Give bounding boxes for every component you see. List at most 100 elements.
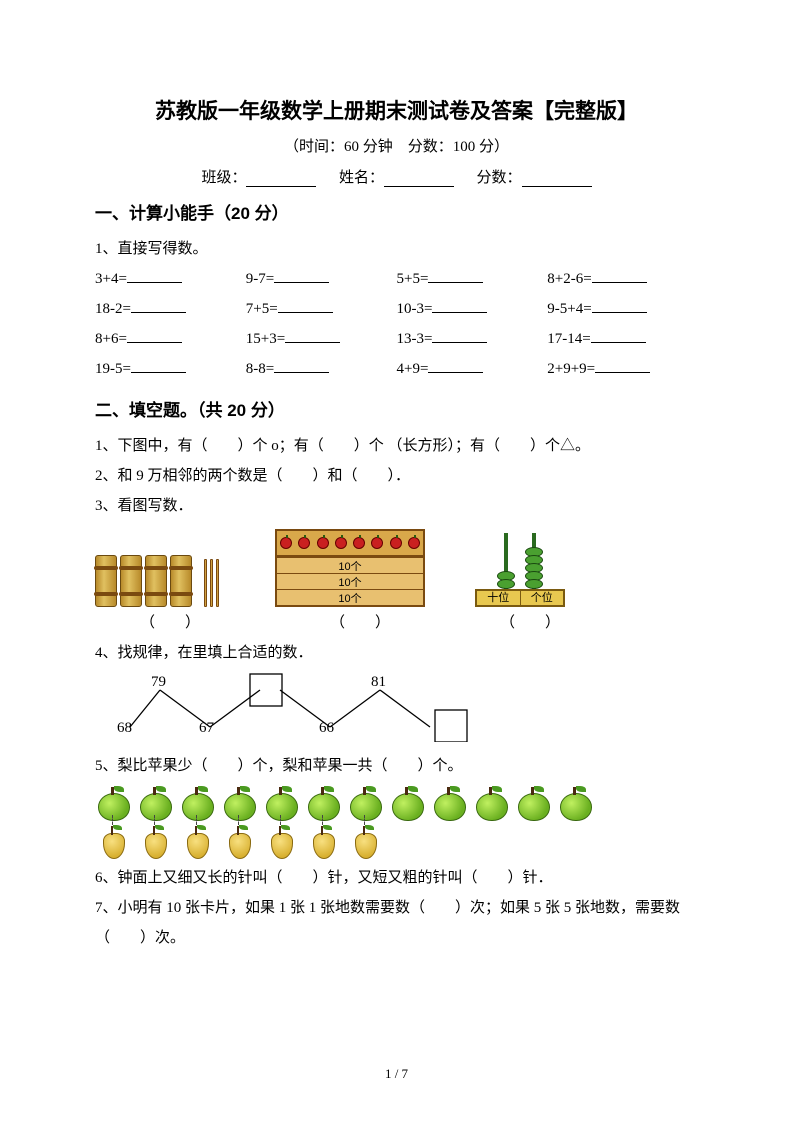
bundle-icon — [145, 555, 167, 607]
equation-text: 9-7= — [246, 271, 274, 287]
q3-images: 10个 10个 10个 十位 个位 — [95, 529, 698, 607]
q4-num: 79 — [151, 674, 166, 690]
crate-row-label: 10个 — [277, 589, 423, 605]
q3-blank[interactable]: （ ） — [475, 611, 585, 632]
bundle-icon — [120, 555, 142, 607]
apple-icon — [317, 537, 329, 549]
equation-text: 8-8= — [246, 361, 274, 377]
score-label: 分数： — [477, 170, 522, 186]
equation-blank[interactable] — [428, 269, 483, 283]
equation-cell: 9-7= — [246, 264, 397, 294]
equation-row: 19-5=8-8= 4+9=2+9+9= — [95, 354, 698, 384]
page-subtitle: （时间：60 分钟 分数：100 分） — [95, 135, 698, 156]
q1: 1、下图中，有（ ）个 o；有（ ）个 （长方形）；有（ ）个△。 — [95, 431, 698, 461]
q3-crate: 10个 10个 10个 — [275, 529, 445, 607]
pear-icon — [347, 823, 383, 861]
equation-text: 10-3= — [397, 301, 433, 317]
q5: 5、梨比苹果少（ ）个，梨和苹果一共（ ）个。 — [95, 751, 698, 781]
apple-icon — [353, 537, 365, 549]
equation-text: 3+4= — [95, 271, 127, 287]
equation-text: 2+9+9= — [547, 361, 595, 377]
green-apple-icon — [557, 787, 593, 821]
apple-icon — [371, 537, 383, 549]
q3-blank[interactable]: （ ） — [95, 611, 245, 632]
equation-cell: 7+5= — [246, 294, 397, 324]
page-number: 1 / 7 — [0, 1066, 793, 1082]
equation-cell: 2+9+9= — [547, 354, 698, 384]
class-label: 班级： — [201, 170, 246, 186]
abacus-label-tens: 十位 — [477, 591, 521, 605]
apple-icon — [335, 537, 347, 549]
q3-blank[interactable]: （ ） — [275, 611, 445, 632]
q4-num: 67 — [199, 720, 215, 736]
equation-cell: 17-14= — [547, 324, 698, 354]
class-blank[interactable] — [246, 171, 316, 187]
name-label: 姓名： — [339, 170, 384, 186]
equation-blank[interactable] — [428, 359, 483, 373]
page-title: 苏教版一年级数学上册期末测试卷及答案【完整版】 — [95, 95, 698, 125]
equation-blank[interactable] — [274, 269, 329, 283]
green-apple-icon — [347, 787, 383, 821]
apple-icon — [390, 537, 402, 549]
equation-text: 7+5= — [246, 301, 278, 317]
apple-icon — [280, 537, 292, 549]
equation-cell: 5+5= — [397, 264, 548, 294]
equation-cell: 13-3= — [397, 324, 548, 354]
equation-text: 13-3= — [397, 331, 433, 347]
q7: 7、小明有 10 张卡片，如果 1 张 1 张地数需要数（ ）次；如果 5 张 … — [95, 893, 698, 953]
equation-blank[interactable] — [595, 359, 650, 373]
equation-blank[interactable] — [285, 329, 340, 343]
equation-cell: 8-8= — [246, 354, 397, 384]
pear-icon — [263, 823, 299, 861]
bead-icon — [525, 579, 543, 589]
green-apple-icon — [263, 787, 299, 821]
equation-grid: 3+4=9-7=5+5=8+2-6=18-2=7+5=10-3=9-5+4=8+… — [95, 264, 698, 384]
equation-text: 15+3= — [246, 331, 285, 347]
score-blank[interactable] — [522, 171, 592, 187]
equation-cell: 4+9= — [397, 354, 548, 384]
q5-apple-row — [95, 787, 698, 821]
equation-blank[interactable] — [592, 299, 647, 313]
green-apple-icon — [305, 787, 341, 821]
equation-row: 18-2= 7+5= 10-3= 9-5+4= — [95, 294, 698, 324]
equation-text: 17-14= — [547, 331, 590, 347]
equation-blank[interactable] — [591, 329, 646, 343]
equation-blank[interactable] — [131, 299, 186, 313]
abacus-rod-ones — [532, 533, 536, 589]
equation-blank[interactable] — [274, 359, 329, 373]
section2-header: 二、填空题。（共 20 分） — [95, 396, 698, 421]
section1-sub1: 1、直接写得数。 — [95, 234, 698, 264]
equation-cell: 10-3= — [397, 294, 548, 324]
equation-blank[interactable] — [432, 299, 487, 313]
equation-cell: 3+4= — [95, 264, 246, 294]
q2: 2、和 9 万相邻的两个数是（ ）和（ ）． — [95, 461, 698, 491]
abacus-label-ones: 个位 — [521, 591, 564, 605]
bundle-icon — [170, 555, 192, 607]
q4-num: 68 — [117, 720, 132, 736]
equation-cell: 9-5+4= — [547, 294, 698, 324]
equation-blank[interactable] — [432, 329, 487, 343]
equation-blank[interactable] — [127, 269, 182, 283]
q6: 6、钟面上又细又长的针叫（ ）针，又短又粗的针叫（ ）针． — [95, 863, 698, 893]
pear-icon — [137, 823, 173, 861]
green-apple-icon — [515, 787, 551, 821]
equation-blank[interactable] — [131, 359, 186, 373]
equation-blank[interactable] — [127, 329, 182, 343]
section1-header: 一、计算小能手（20 分） — [95, 199, 698, 224]
bundle-icon — [95, 555, 117, 607]
equation-cell: 8+2-6= — [547, 264, 698, 294]
equation-blank[interactable] — [592, 269, 647, 283]
equation-cell: 19-5= — [95, 354, 246, 384]
equation-text: 8+2-6= — [547, 271, 591, 287]
pear-icon — [179, 823, 215, 861]
green-apple-icon — [431, 787, 467, 821]
abacus-rod-tens — [504, 533, 508, 589]
q4: 4、找规律，在里填上合适的数． — [95, 638, 698, 668]
bead-icon — [497, 579, 515, 589]
equation-row: 3+4= 9-7= 5+5=8+2-6= — [95, 264, 698, 294]
equation-blank[interactable] — [278, 299, 333, 313]
name-blank[interactable] — [384, 171, 454, 187]
equation-row: 8+6=15+3=13-3=17-14= — [95, 324, 698, 354]
apple-icon — [298, 537, 310, 549]
equation-text: 18-2= — [95, 301, 131, 317]
